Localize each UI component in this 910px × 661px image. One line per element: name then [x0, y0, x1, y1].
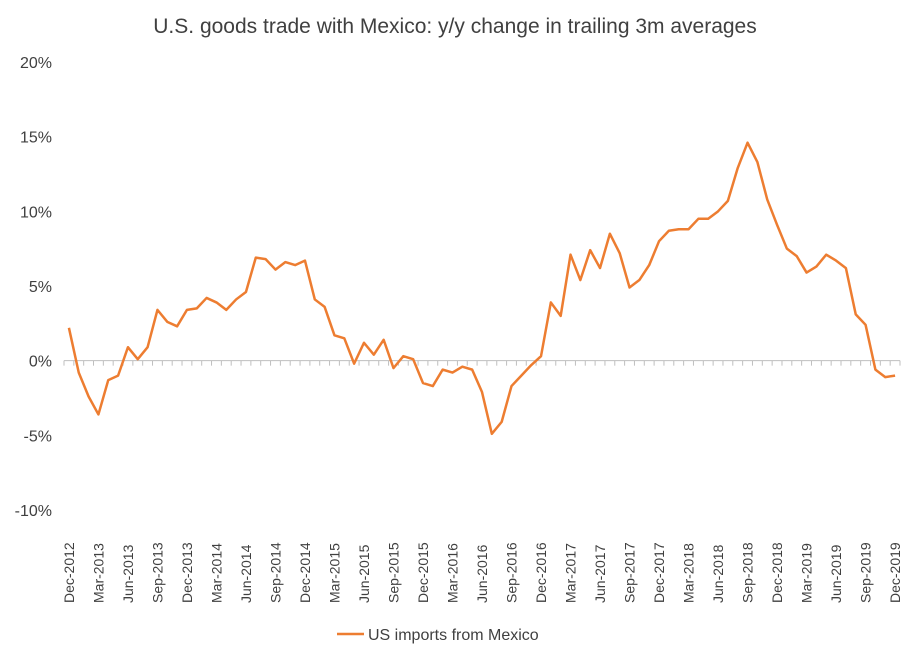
x-axis-labels: Dec-2012 Mar-2013 Jun-2013 Sep-2013 Dec-2013… [61, 542, 903, 603]
x-tick-label: Mar-2018 [681, 543, 697, 603]
y-tick-label: -5% [24, 428, 52, 445]
x-tick-label: Mar-2013 [90, 543, 106, 603]
x-tick-label: Mar-2015 [326, 543, 342, 603]
x-tick-label: Sep-2018 [740, 542, 756, 603]
x-tick-label: Sep-2016 [504, 542, 520, 603]
x-tick-label: Dec-2016 [533, 542, 549, 603]
x-tick-label: Sep-2019 [858, 542, 874, 603]
x-axis-tick-marks [63, 360, 901, 366]
x-tick-label: Jun-2013 [120, 544, 136, 603]
x-tick-label: Dec-2012 [61, 542, 77, 603]
legend-label: US imports from Mexico [368, 627, 539, 644]
y-tick-label: 0% [29, 354, 52, 371]
x-tick-label: Dec-2013 [179, 542, 195, 603]
y-tick-label: 10% [20, 204, 52, 221]
x-tick-label: Sep-2015 [385, 542, 401, 603]
x-tick-label: Mar-2014 [208, 543, 224, 603]
x-tick-label: Jun-2019 [828, 544, 844, 603]
chart-title: U.S. goods trade with Mexico: y/y change… [153, 15, 756, 38]
x-tick-label: Dec-2017 [651, 542, 667, 603]
y-tick-label: 20% [20, 55, 52, 72]
x-tick-label: Jun-2015 [356, 544, 372, 603]
x-tick-label: Mar-2017 [563, 543, 579, 603]
x-tick-label: Sep-2014 [267, 542, 283, 603]
y-tick-label: 15% [20, 130, 52, 147]
series-line-us-imports-from-mexico [67, 141, 896, 436]
x-tick-label: Mar-2019 [799, 543, 815, 603]
legend: US imports from Mexico [337, 627, 539, 644]
x-tick-label: Sep-2017 [622, 542, 638, 603]
y-tick-label: 5% [29, 279, 52, 296]
x-tick-label: Jun-2016 [474, 544, 490, 603]
x-tick-label: Dec-2018 [769, 542, 785, 603]
x-tick-label: Jun-2017 [592, 544, 608, 603]
x-tick-label: Dec-2015 [415, 542, 431, 603]
x-tick-label: Dec-2019 [887, 542, 903, 603]
x-tick-label: Dec-2014 [297, 542, 313, 603]
x-tick-label: Mar-2016 [444, 543, 460, 603]
x-tick-label: Sep-2013 [149, 542, 165, 603]
y-axis-labels: -10% -5% 0% 5% 10% 15% 20% [15, 55, 52, 520]
x-tick-label: Jun-2014 [238, 544, 254, 603]
y-tick-label: -10% [15, 503, 52, 520]
x-tick-label: Jun-2018 [710, 544, 726, 603]
